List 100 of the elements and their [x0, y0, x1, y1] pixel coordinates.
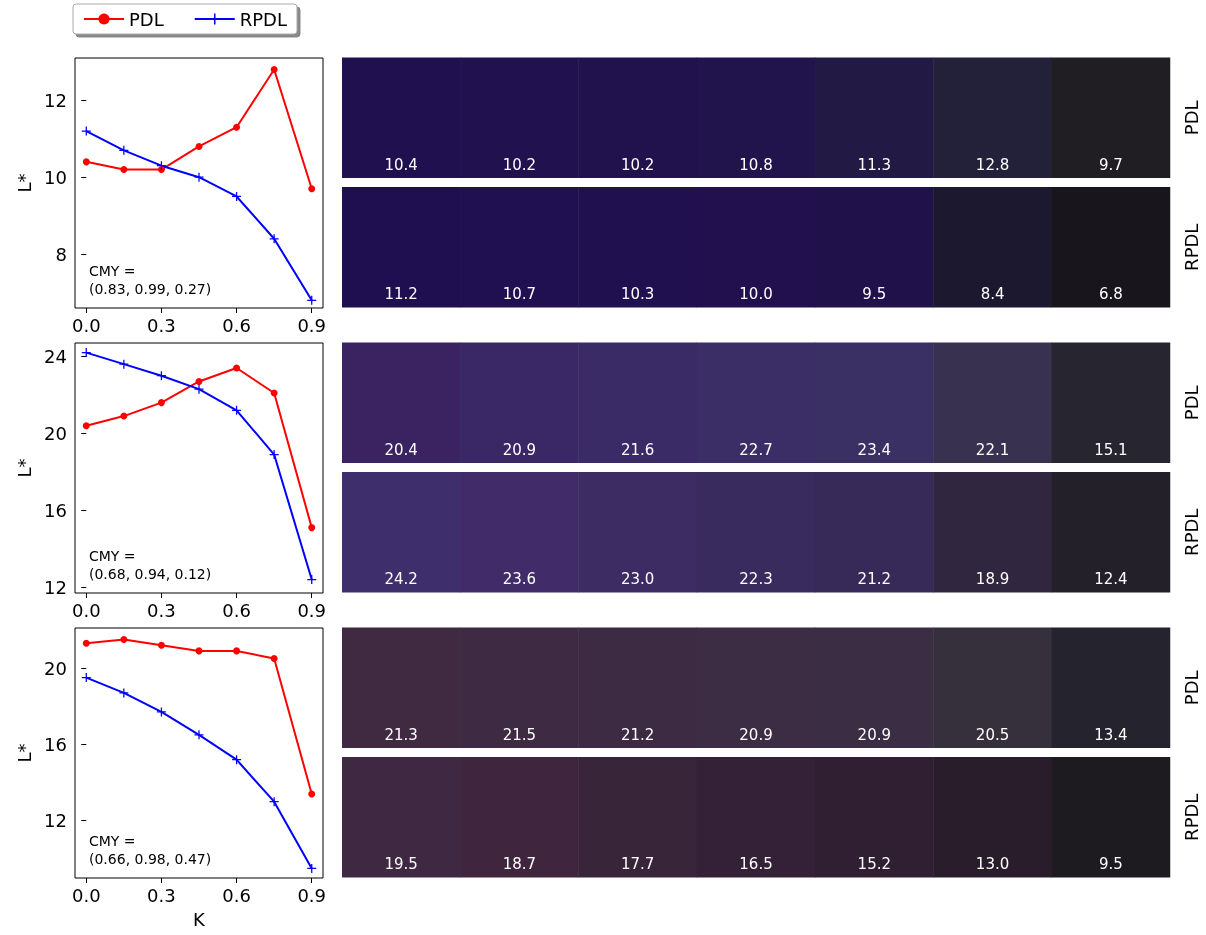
point	[308, 524, 316, 532]
data-label: 21.5	[502, 725, 537, 744]
y-tick-label: 20	[44, 422, 67, 444]
x-tick-label: 0.9	[297, 314, 327, 336]
point	[195, 142, 203, 150]
data-label: 22.1	[975, 440, 1010, 459]
data-label: 13.4	[1094, 725, 1128, 744]
x-tick-label: 0.9	[297, 884, 327, 906]
y-tick-label: 8	[55, 243, 67, 265]
y-tick-label: RPDL	[1180, 508, 1202, 557]
data-label: 15.1	[1094, 440, 1128, 459]
data-label: 10.4	[384, 155, 418, 174]
data-label: 24.2	[384, 570, 418, 589]
data-label: 11.3	[857, 155, 891, 174]
x-tick-label: 0.6	[222, 599, 251, 621]
data-label: 15.2	[857, 855, 891, 874]
data-label: 23.6	[502, 570, 537, 589]
data-label: 13.0	[975, 855, 1010, 874]
point	[120, 635, 128, 643]
data-label: 12.8	[975, 155, 1010, 174]
data-label: 10.2	[502, 155, 537, 174]
annotation: CMY = (0.83, 0.99, 0.27)	[89, 263, 212, 297]
data-label: 10.2	[621, 155, 655, 174]
data-label: 21.2	[621, 725, 655, 744]
point	[308, 185, 316, 193]
data-label: 10.8	[739, 155, 773, 174]
point	[119, 688, 129, 698]
y-tick-label: 20	[44, 657, 67, 679]
point	[82, 422, 90, 430]
y-axis-title: L*	[13, 173, 35, 193]
data-label: 23.4	[857, 440, 891, 459]
y-tick-label: 12	[44, 89, 67, 111]
data-label: 18.9	[975, 570, 1010, 589]
point	[82, 158, 90, 166]
data-label: 22.7	[739, 440, 773, 459]
x-tick-label: 0.6	[222, 314, 251, 336]
data-label: 6.8	[1098, 285, 1123, 304]
data-label: 21.3	[384, 725, 418, 744]
x-tick-label: 0.9	[297, 599, 327, 621]
y-tick-label: PDL	[1180, 100, 1202, 136]
point	[308, 790, 316, 798]
y-axis-title: L*	[13, 743, 35, 763]
point	[233, 364, 241, 372]
point	[195, 377, 203, 385]
annotation: CMY = (0.68, 0.94, 0.12)	[89, 548, 212, 582]
data-label: 22.3	[739, 570, 773, 589]
y-tick-label: 16	[44, 733, 67, 755]
data-label: 10.0	[739, 285, 773, 304]
point	[156, 707, 166, 717]
data-label: 20.9	[857, 725, 891, 744]
y-tick-label: 16	[44, 499, 67, 521]
data-label: 23.0	[621, 570, 655, 589]
data-label: 9.7	[1098, 155, 1123, 174]
y-axis-title: L*	[13, 458, 35, 478]
data-label: 10.3	[621, 285, 655, 304]
y-tick-label: 24	[44, 345, 67, 367]
y-tick-label: RPDL	[1180, 793, 1202, 842]
y-tick-label: 12	[44, 810, 67, 832]
data-label: 19.5	[384, 855, 418, 874]
data-label: 20.9	[502, 440, 537, 459]
y-tick-label: PDL	[1180, 385, 1202, 421]
x-tick-label: 0.3	[147, 599, 176, 621]
data-label: 17.7	[621, 855, 655, 874]
point	[270, 66, 278, 74]
point	[120, 412, 128, 420]
point	[81, 126, 91, 136]
point	[270, 655, 278, 663]
legend-label: PDL	[129, 8, 164, 30]
point	[157, 641, 165, 649]
point	[194, 730, 204, 740]
point	[233, 123, 241, 131]
data-label: 10.7	[502, 285, 537, 304]
point	[233, 647, 241, 655]
data-label: 21.2	[857, 570, 891, 589]
data-label: 8.4	[980, 285, 1005, 304]
x-tick-label: 0.0	[71, 599, 101, 621]
y-tick-label: RPDL	[1180, 223, 1202, 272]
point	[157, 399, 165, 407]
x-tick-label: 0.3	[147, 314, 176, 336]
data-label: 20.4	[384, 440, 418, 459]
data-label: 20.9	[739, 725, 773, 744]
data-label: 16.5	[739, 855, 773, 874]
point	[82, 639, 90, 647]
point	[194, 384, 204, 394]
data-label: 11.2	[384, 285, 418, 304]
data-label: 12.4	[1094, 570, 1128, 589]
data-label: 9.5	[1098, 855, 1123, 874]
y-tick-label: 10	[44, 166, 67, 188]
x-tick-label: 0.0	[71, 884, 101, 906]
x-tick-label: 0.0	[71, 314, 101, 336]
annotation: CMY = (0.66, 0.98, 0.47)	[89, 833, 212, 867]
point	[120, 166, 128, 174]
data-label: 18.7	[502, 855, 537, 874]
x-tick-label: 0.3	[147, 884, 176, 906]
x-tick-label: 0.6	[222, 884, 251, 906]
x-axis-title: K	[193, 908, 207, 930]
data-label: 21.6	[621, 440, 655, 459]
data-label: 9.5	[862, 285, 887, 304]
y-tick-label: PDL	[1180, 670, 1202, 706]
legend-label: RPDL	[239, 8, 287, 30]
